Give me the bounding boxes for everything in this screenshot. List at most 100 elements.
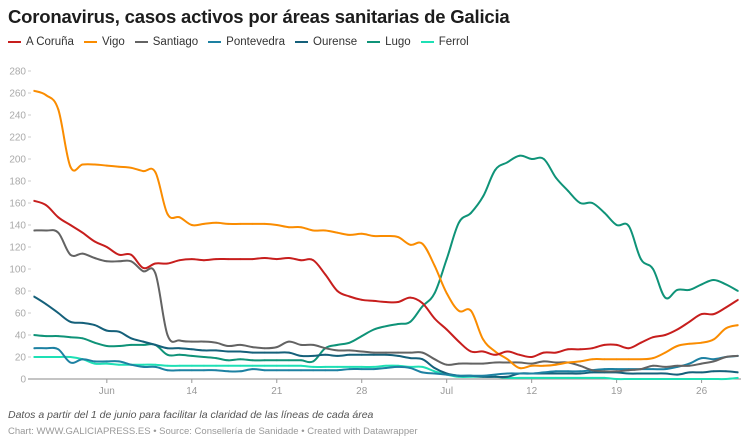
data-point-lugo bbox=[615, 224, 618, 226]
x-tick-label: Jul bbox=[440, 386, 453, 397]
data-point-vigo bbox=[639, 358, 642, 361]
data-point-pontevedra bbox=[700, 357, 703, 360]
data-point-vigo bbox=[445, 292, 448, 295]
data-point-pontevedra bbox=[202, 369, 205, 372]
data-point-ferrol bbox=[227, 364, 230, 367]
data-point-lugo bbox=[385, 325, 387, 328]
data-point-lugo bbox=[494, 169, 497, 171]
data-point-ferrol bbox=[433, 370, 436, 373]
data-point-lugo bbox=[639, 258, 642, 261]
legend-item-ourense: Ourense bbox=[295, 36, 357, 48]
data-point-vigo bbox=[409, 243, 412, 246]
data-point-pontevedra bbox=[579, 370, 582, 373]
data-point-ourense bbox=[287, 351, 290, 354]
data-point-pontevedra bbox=[664, 368, 667, 371]
data-point-ferrol bbox=[300, 364, 303, 367]
data-point-a-coruna bbox=[202, 259, 205, 262]
credit-tool-link[interactable]: Created with Datawrapper bbox=[307, 426, 418, 437]
data-point-lugo bbox=[117, 345, 120, 347]
data-point-pontevedra bbox=[397, 365, 400, 368]
data-point-pontevedra bbox=[215, 369, 218, 372]
data-point-vigo bbox=[251, 222, 254, 225]
data-point-pontevedra bbox=[154, 365, 157, 368]
data-point-pontevedra bbox=[69, 361, 72, 364]
data-point-a-coruna bbox=[336, 290, 339, 292]
data-point-ferrol bbox=[724, 378, 727, 380]
data-point-ourense bbox=[336, 354, 339, 357]
legend-item-pontevedra: Pontevedra bbox=[208, 36, 285, 48]
data-point-santiago bbox=[737, 354, 739, 357]
data-point-ourense bbox=[69, 320, 72, 323]
data-point-vigo bbox=[421, 242, 424, 245]
data-point-a-coruna bbox=[603, 343, 606, 346]
data-point-ferrol bbox=[312, 365, 315, 368]
data-point-vigo bbox=[737, 324, 739, 327]
data-point-vigo bbox=[700, 341, 703, 344]
data-point-lugo bbox=[93, 341, 96, 344]
data-point-vigo bbox=[287, 226, 290, 229]
data-point-ferrol bbox=[712, 378, 715, 380]
data-point-vigo bbox=[202, 222, 205, 225]
data-point-pontevedra bbox=[166, 369, 169, 372]
x-tick-label: Jun bbox=[99, 386, 115, 397]
data-point-ferrol bbox=[239, 364, 242, 367]
data-point-a-coruna bbox=[154, 262, 157, 265]
data-point-a-coruna bbox=[530, 356, 533, 358]
credit-chart-link[interactable]: WWW.GALICIAPRESS.ES bbox=[36, 426, 151, 437]
data-point-santiago bbox=[615, 370, 618, 373]
data-point-ourense bbox=[385, 353, 387, 356]
data-point-lugo bbox=[457, 221, 460, 224]
data-point-lugo bbox=[287, 359, 290, 362]
data-point-vigo bbox=[542, 364, 545, 367]
data-point-ourense bbox=[202, 349, 205, 352]
data-point-lugo bbox=[482, 195, 485, 198]
data-point-a-coruna bbox=[348, 295, 351, 298]
data-point-a-coruna bbox=[57, 216, 60, 219]
data-point-pontevedra bbox=[117, 360, 120, 363]
data-point-ourense bbox=[178, 347, 181, 350]
data-point-lugo bbox=[579, 202, 582, 204]
data-point-lugo bbox=[69, 336, 72, 339]
data-point-a-coruna bbox=[421, 302, 424, 305]
data-point-santiago bbox=[518, 361, 521, 364]
data-point-a-coruna bbox=[287, 257, 290, 259]
data-point-santiago bbox=[494, 361, 497, 364]
data-point-vigo bbox=[591, 358, 594, 361]
data-point-ourense bbox=[397, 354, 400, 357]
data-point-pontevedra bbox=[506, 372, 509, 375]
data-point-ourense bbox=[676, 373, 679, 376]
y-tick-label: 160 bbox=[9, 199, 26, 210]
data-point-santiago bbox=[445, 363, 448, 366]
data-point-a-coruna bbox=[360, 298, 363, 301]
data-point-ourense bbox=[154, 343, 157, 346]
data-point-vigo bbox=[166, 213, 169, 215]
credit-source: Consellería de Sanidade bbox=[194, 426, 299, 437]
data-point-lugo bbox=[409, 320, 412, 323]
data-point-lugo bbox=[445, 258, 448, 261]
y-tick-label: 240 bbox=[9, 111, 26, 122]
data-point-lugo bbox=[724, 283, 727, 286]
data-point-vigo bbox=[579, 360, 582, 363]
legend-swatch bbox=[367, 41, 381, 43]
data-point-ourense bbox=[506, 375, 509, 378]
data-point-lugo bbox=[688, 288, 691, 291]
data-point-santiago bbox=[57, 231, 60, 234]
data-point-a-coruna bbox=[737, 298, 739, 301]
data-point-a-coruna bbox=[591, 347, 594, 350]
data-point-a-coruna bbox=[227, 258, 230, 261]
x-tick-label: 21 bbox=[271, 386, 283, 397]
data-point-vigo bbox=[300, 226, 303, 229]
data-point-ferrol bbox=[33, 356, 35, 358]
legend-swatch bbox=[83, 41, 97, 43]
data-point-vigo bbox=[154, 171, 157, 174]
legend-item-ferrol: Ferrol bbox=[420, 36, 469, 48]
data-point-ferrol bbox=[639, 378, 642, 380]
data-point-santiago bbox=[93, 257, 96, 259]
data-point-ourense bbox=[360, 353, 363, 356]
data-point-ferrol bbox=[93, 362, 96, 365]
data-point-a-coruna bbox=[215, 258, 218, 261]
data-point-vigo bbox=[312, 229, 315, 232]
data-point-a-coruna bbox=[457, 340, 460, 343]
x-tick-label: 26 bbox=[696, 386, 708, 397]
legend: A Coruña Vigo Santiago Pontevedra Ourense Lug… bbox=[8, 36, 469, 48]
